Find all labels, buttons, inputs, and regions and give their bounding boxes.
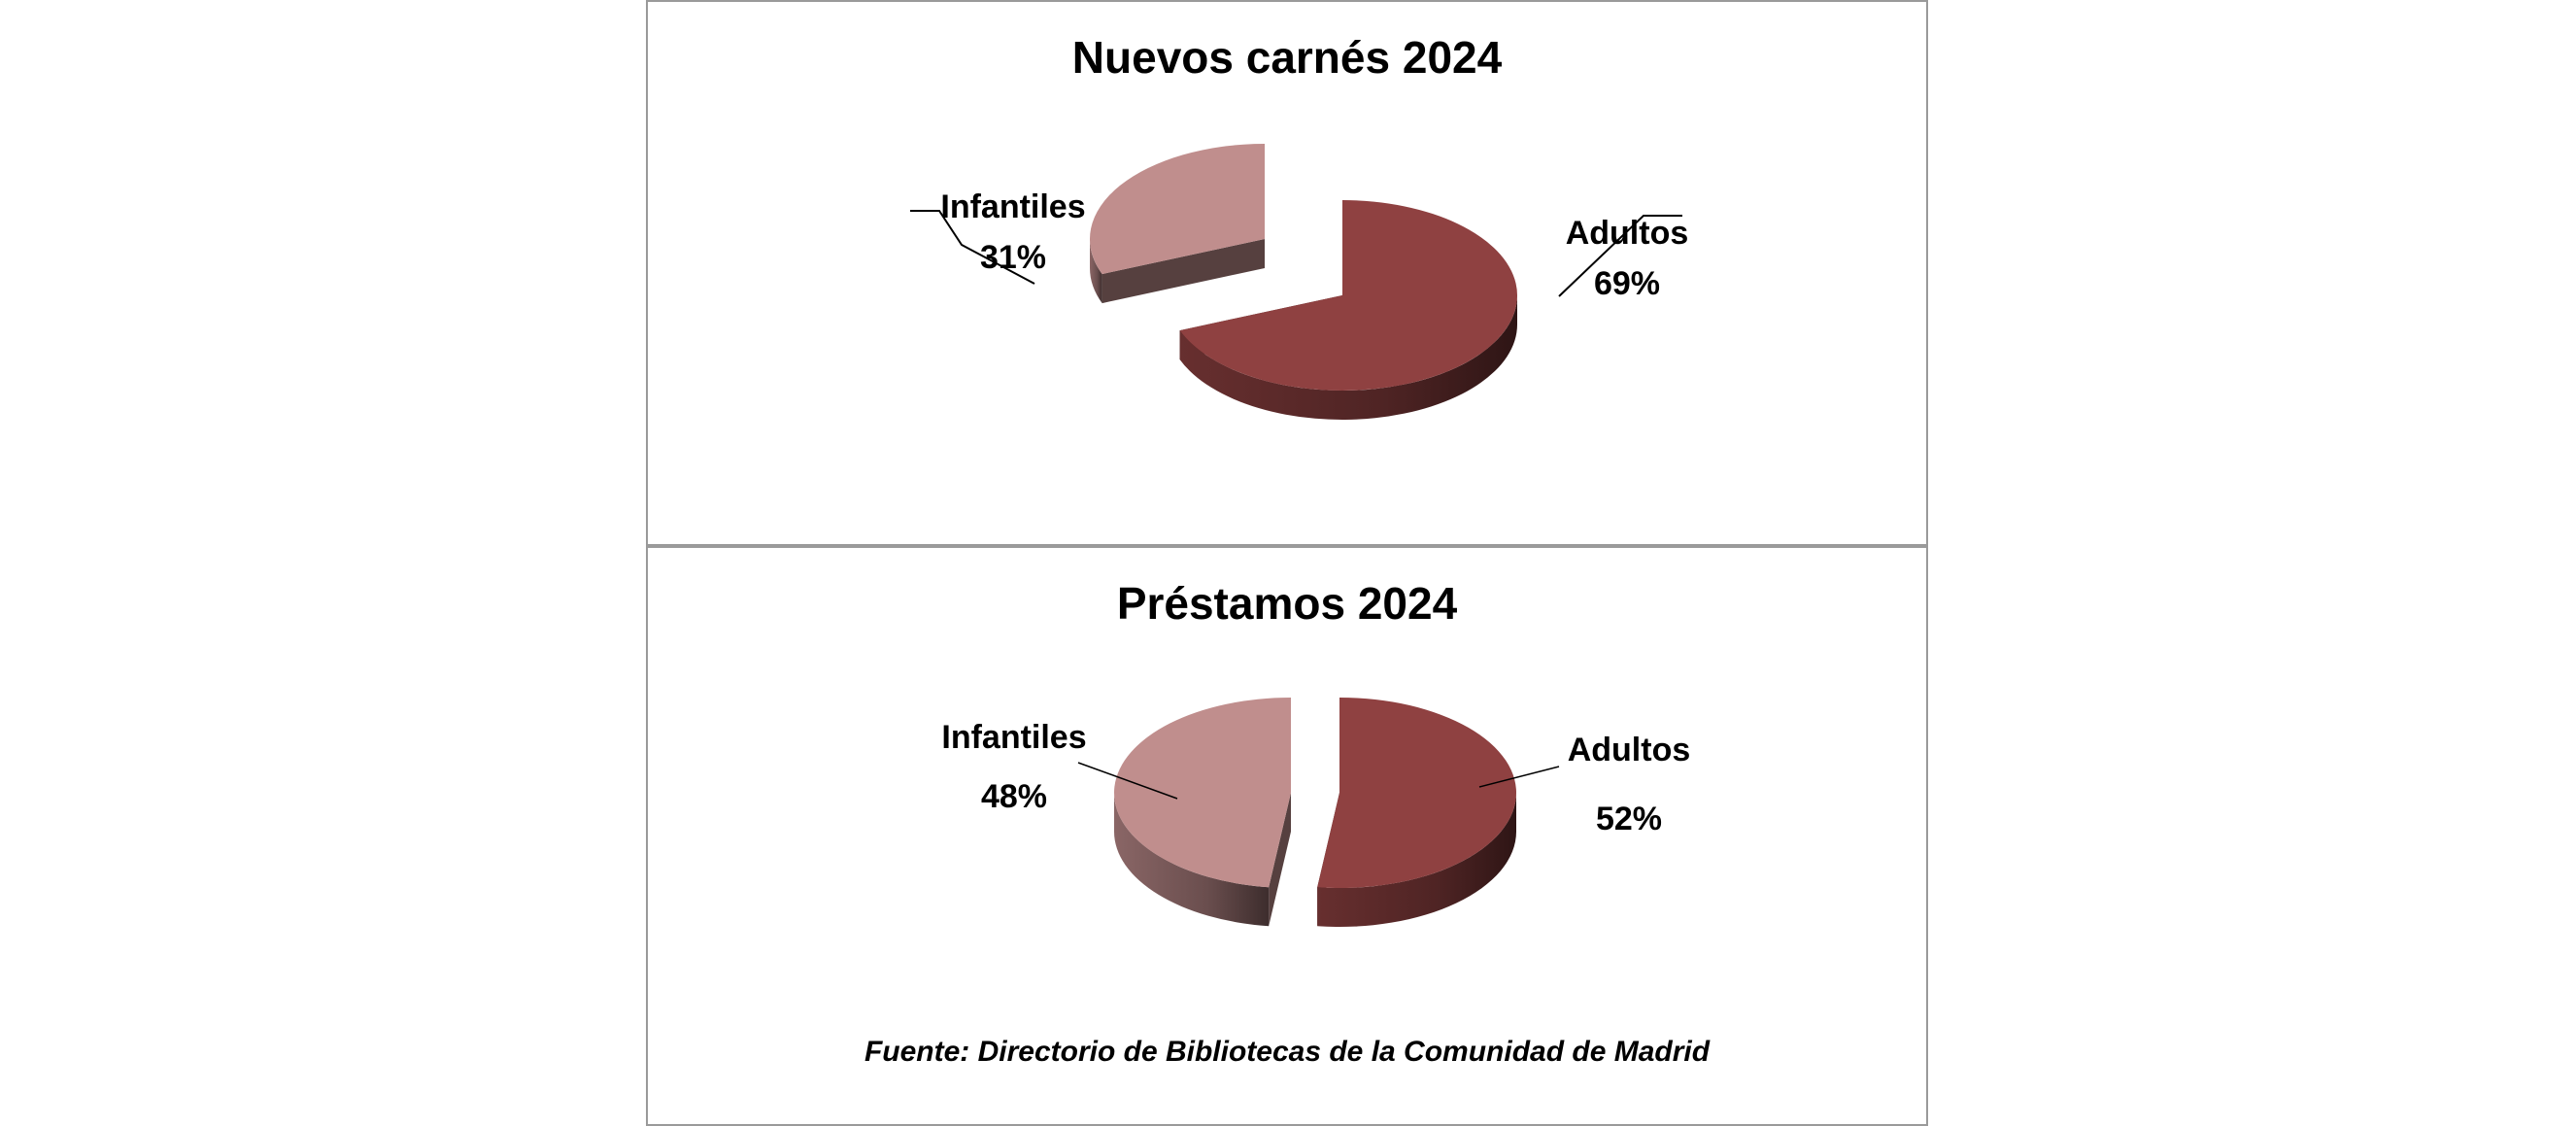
leader-line-infantiles	[910, 210, 1035, 285]
slice-wall-infantiles-0	[1114, 793, 1270, 927]
slice-side-infantiles-0	[1102, 239, 1265, 304]
leader-line-adultos	[1558, 215, 1682, 297]
leader-line-infantiles	[1077, 762, 1178, 800]
slice-wall-adultos-0	[1179, 295, 1517, 420]
pie-slice-infantiles	[1090, 144, 1265, 304]
pie-slice-adultos	[1317, 698, 1516, 927]
slice-top-infantiles	[1114, 698, 1291, 888]
chart-title: Préstamos 2024	[1117, 578, 1458, 629]
category-label-adultos: Adultos	[1568, 732, 1691, 768]
pie-slice-infantiles	[1114, 698, 1291, 927]
pie-slice-adultos	[1179, 200, 1518, 420]
slice-side-infantiles-0	[1269, 793, 1291, 927]
category-label-infantiles: Infantiles	[940, 188, 1085, 225]
category-label-adultos: Adultos	[1566, 215, 1689, 252]
slice-wall-adultos-0	[1317, 793, 1516, 927]
chart-panel-prestamos: Préstamos 2024 Infantiles 48% Adultos 52…	[646, 546, 1928, 1126]
slice-top-infantiles	[1090, 144, 1265, 275]
chart-panel-nuevos-carnes: Nuevos carnés 2024 Infantiles 31% Adulto…	[646, 0, 1928, 546]
chart-title: Nuevos carnés 2024	[1072, 32, 1503, 83]
slice-top-adultos	[1179, 200, 1518, 391]
value-label-infantiles: 48%	[981, 778, 1047, 815]
value-label-adultos: 52%	[1596, 801, 1662, 837]
value-label-adultos: 69%	[1594, 265, 1660, 302]
source-note: Fuente: Directorio de Bibliotecas de la …	[864, 1036, 1711, 1068]
category-label-infantiles: Infantiles	[941, 719, 1086, 756]
slice-top-adultos	[1317, 698, 1516, 888]
slice-wall-infantiles-0	[1090, 239, 1102, 304]
pie-chart-nuevos-carnes: Nuevos carnés 2024 Infantiles 31% Adulto…	[910, 32, 1689, 420]
value-label-infantiles: 31%	[980, 239, 1046, 276]
leader-line-adultos	[1478, 766, 1560, 788]
pie-chart-prestamos: Préstamos 2024 Infantiles 48% Adultos 52…	[864, 578, 1711, 1068]
